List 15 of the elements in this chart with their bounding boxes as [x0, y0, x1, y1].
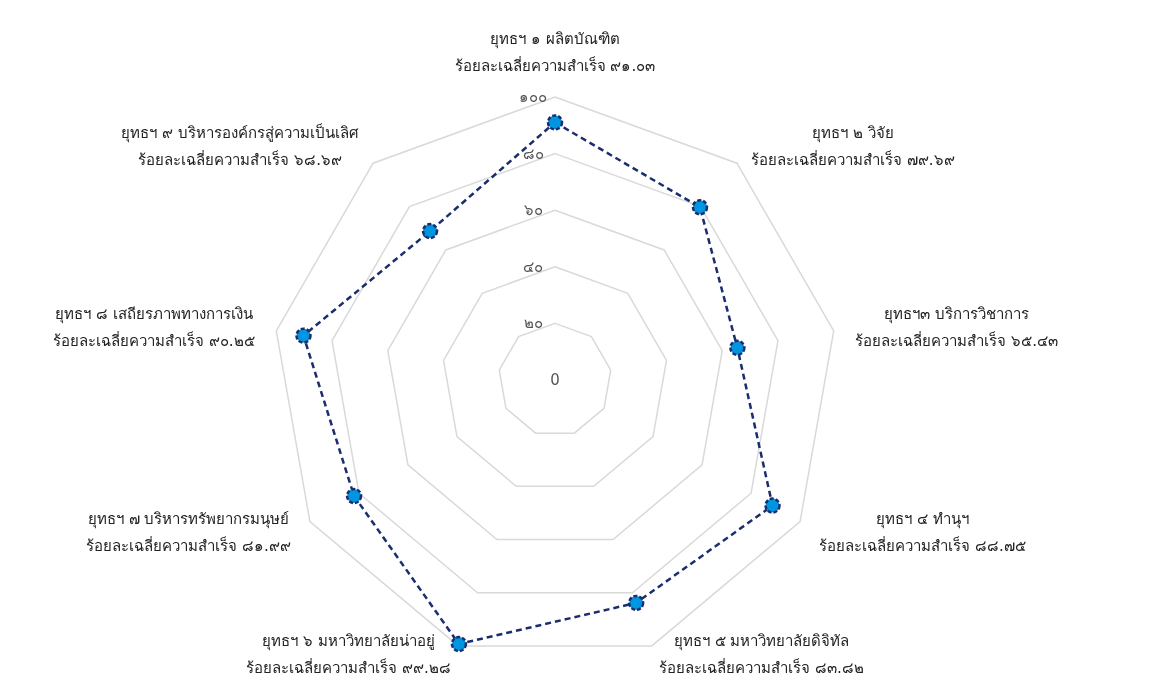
spoke-label: ยุทธฯ ๙ บริหารองค์กรสู่ความเป็นเลิศ ร้อยละเฉลี่ยความสำเร็จ ๖๘.๖๙ [121, 123, 359, 170]
y-tick-label: ๔๐ [523, 257, 543, 276]
y-tick-label: ๘๐ [522, 144, 544, 163]
spoke-label: ยุทธฯ ๒ วิจัย ร้อยละเฉลี่ยความสำเร็จ ๗๙.๖๙ [751, 123, 955, 169]
spoke-label: ยุทธฯ ๗ บริหารทรัพยากรมนุษย์ ร้อยละเฉลี่ยความสำเร็จ ๘๑.๙๙ [86, 510, 291, 555]
spoke-label: ยุทธฯ ๕ มหาวิทยาลัยดิจิทัล ร้อยละเฉลี่ยความสำเร็จ ๘๓.๘๒ [659, 632, 864, 678]
spoke-label: ยุทธฯ ๔ ทำนุฯ ร้อยละเฉลี่ยความสำเร็จ ๘๘.๗๕ [819, 510, 1026, 555]
spoke-label: ยุทธฯ ๖ มหาวิทยาลัยน่าอยู่ ร้อยละเฉลี่ยความสำเร็จ ๙๙.๒๘ [246, 632, 451, 678]
spoke-label: ยุทธฯ ๑ ผลิตบัณฑิต ร้อยละเฉลี่ยความสำเร็จ ๙๑.๐๓ [454, 30, 656, 75]
y-tick-label: ๑๐๐ [519, 88, 547, 106]
spoke-label: ยุทธฯ๓ บริการวิชาการ ร้อยละเฉลี่ยความสำเร็จ ๖๕.๔๓ [855, 304, 1058, 350]
y-tick-label: ๖๐ [523, 201, 543, 220]
y-tick-label: 0 [550, 371, 560, 389]
y-tick-label: ๒๐ [523, 314, 543, 333]
spoke-label: ยุทธฯ ๘ เสถียรภาพทางการเงิน ร้อยละเฉลี่ยความสำเร็จ ๙๐.๒๕ [53, 304, 255, 350]
